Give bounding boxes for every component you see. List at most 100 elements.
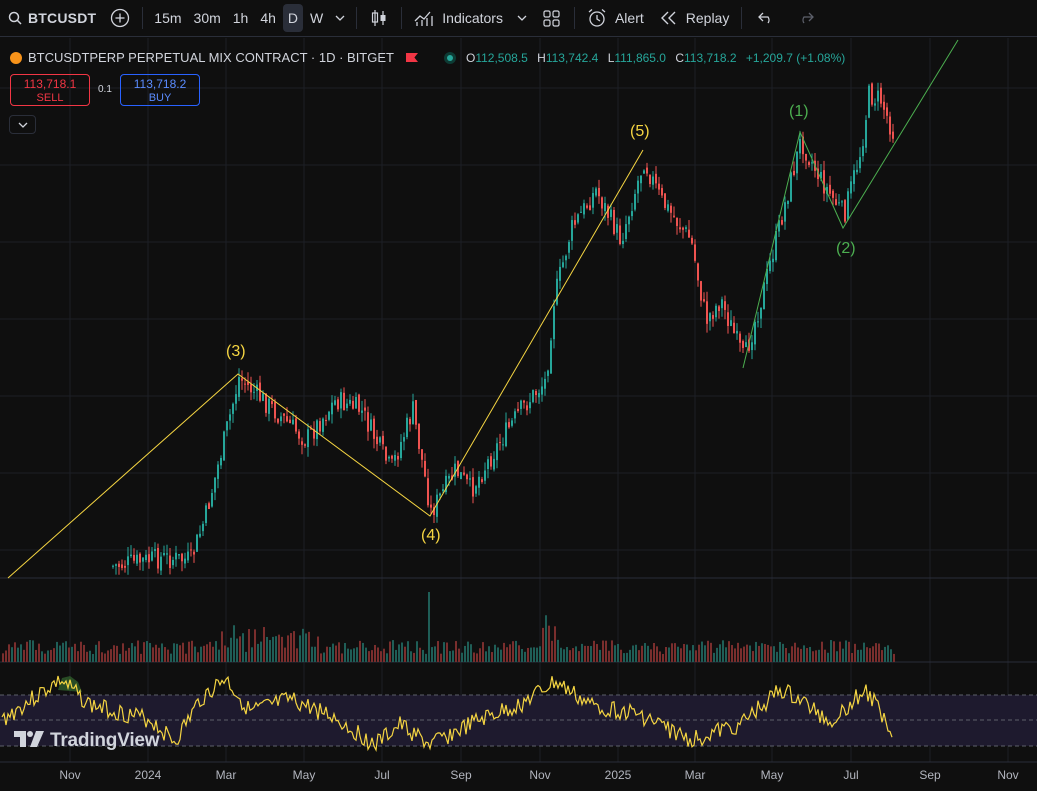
candle-body (820, 171, 822, 179)
interval-1h[interactable]: 1h (232, 10, 249, 26)
volume-bar (863, 642, 865, 662)
volume-bar (869, 648, 871, 662)
candle-body (334, 400, 336, 405)
time-axis[interactable]: Nov 2024 Mar May Jul Sep Nov 2025 Mar Ma… (0, 762, 1037, 791)
volume-bar (83, 644, 85, 662)
candle-body (115, 564, 117, 566)
volume-bar (116, 645, 118, 662)
volume-bar (500, 649, 502, 662)
volume-bar (41, 651, 43, 662)
interval-w[interactable]: W (310, 10, 324, 26)
tradingview-logo[interactable]: TradingView (14, 730, 160, 752)
candle-body (754, 321, 756, 345)
candle-body (268, 398, 270, 414)
candle-body (463, 472, 465, 475)
candle-body (598, 187, 600, 197)
volume-bar (110, 649, 112, 662)
volume-bar (479, 648, 481, 662)
volume-bar (827, 652, 829, 662)
volume-bar (764, 643, 766, 662)
volume-bar (566, 647, 568, 662)
volume-bar (419, 647, 421, 662)
volume-bar (707, 640, 709, 662)
candle-body (379, 437, 381, 443)
volume-bar (701, 641, 703, 662)
chart-type-button[interactable] (361, 0, 397, 37)
volume-bar (293, 631, 295, 662)
candle-body (382, 435, 384, 445)
interval-d[interactable]: D (282, 4, 304, 32)
xaxis-label: May (292, 768, 316, 782)
volume-bar (35, 649, 37, 662)
candle-body (184, 558, 186, 564)
candle-body (514, 411, 516, 419)
volume-bar (776, 651, 778, 662)
candle-body (787, 200, 789, 205)
volume-bar (176, 643, 178, 662)
buy-button[interactable]: 113,718.2 BUY (120, 74, 200, 106)
volume-bar (233, 625, 235, 662)
candle-body (634, 193, 636, 210)
undo-button[interactable] (746, 0, 786, 37)
candle-body (676, 217, 678, 226)
candle-body (190, 549, 192, 551)
sell-button[interactable]: 113,718.1 SELL (10, 74, 90, 106)
sell-label: SELL (36, 92, 64, 104)
candle-body (481, 479, 483, 482)
divider (573, 7, 575, 29)
volume-bar (503, 642, 505, 662)
symbol-search[interactable]: BTCUSDT (0, 0, 102, 37)
alert-button[interactable]: Alert (579, 0, 652, 37)
candle-body (604, 203, 606, 212)
candle-body (454, 463, 456, 477)
candle-body (394, 454, 396, 461)
volume-bar (488, 646, 490, 662)
candle-body (247, 381, 249, 385)
open-label: O (465, 50, 476, 65)
volume-bar (734, 648, 736, 662)
volume-bar (77, 651, 79, 662)
interval-30m[interactable]: 30m (193, 10, 221, 26)
volume-bar (206, 644, 208, 662)
interval-4h[interactable]: 4h (260, 10, 276, 26)
volume-bar (17, 647, 19, 662)
compare-button[interactable] (102, 0, 138, 37)
buy-label: BUY (148, 92, 172, 104)
flag-icon[interactable] (405, 53, 418, 62)
interval-15m[interactable]: 15m (154, 10, 182, 26)
candle-body (307, 429, 309, 448)
indicators-button[interactable]: Indicators (406, 0, 511, 37)
candle-body (364, 407, 366, 411)
candle-body (853, 170, 855, 184)
volume-bar (317, 636, 319, 662)
candle-body (625, 224, 627, 239)
candle-body (400, 441, 402, 459)
layouts-button[interactable] (533, 0, 570, 37)
volume-bar (680, 648, 682, 662)
collapse-legend-button[interactable] (9, 115, 36, 134)
xaxis-label: Jul (374, 768, 390, 782)
redo-button[interactable] (786, 0, 826, 37)
candle-body (673, 215, 675, 217)
interval-dropdown[interactable] (330, 4, 350, 32)
indicators-dropdown[interactable] (511, 0, 533, 37)
replay-button[interactable]: Replay (652, 0, 738, 37)
candle-body (439, 493, 441, 496)
candle-body (643, 170, 645, 174)
wave-4-label: (4) (421, 527, 441, 544)
volume-bar (23, 649, 25, 662)
candle-body (649, 175, 651, 185)
candle-body (727, 312, 729, 326)
volume-bar (320, 653, 322, 662)
candle-body (826, 187, 828, 194)
candle-body (703, 299, 705, 302)
low-value: 111,865.0 (614, 50, 666, 65)
volume-bar (626, 652, 628, 662)
volume-bar (335, 645, 337, 662)
volume-bar (794, 642, 796, 662)
volume-bar (329, 647, 331, 662)
volume-bar (833, 641, 835, 662)
volume-bar (158, 647, 160, 662)
volume-bar (779, 641, 781, 662)
